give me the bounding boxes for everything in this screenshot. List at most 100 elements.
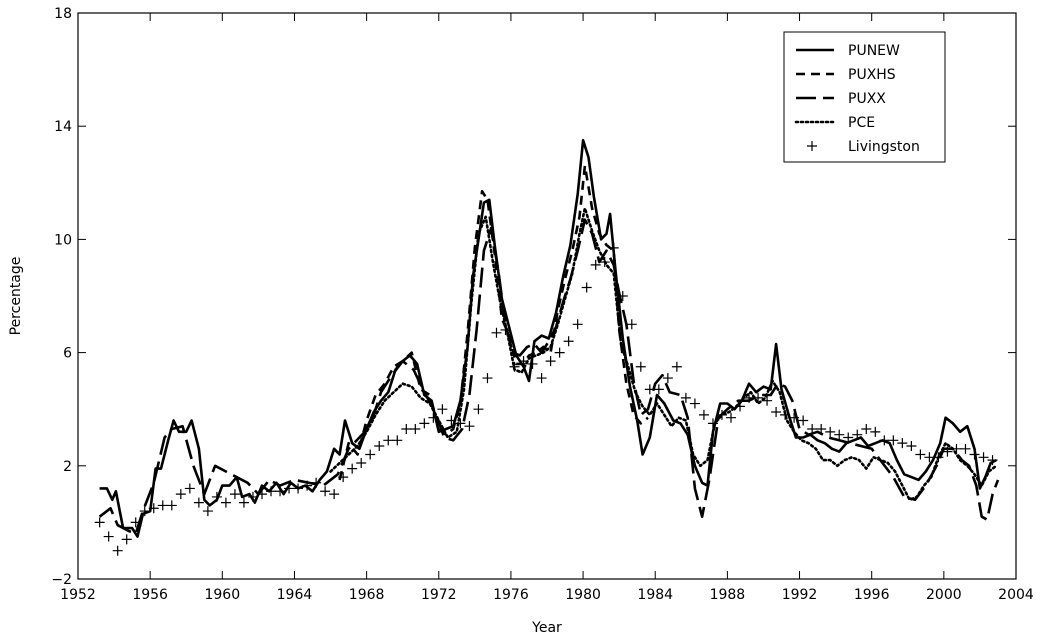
x-tick-label: 1980 — [565, 587, 601, 603]
livingston-point — [256, 489, 267, 500]
livingston-point — [148, 503, 159, 514]
legend-label-pce: PCE — [848, 115, 875, 131]
y-tick-label: −2 — [51, 572, 72, 588]
livingston-point — [707, 418, 718, 429]
legend-label-puxhs: PUXHS — [848, 67, 896, 83]
livingston-point — [671, 361, 682, 372]
livingston-point — [735, 401, 746, 412]
livingston-point — [581, 282, 592, 293]
livingston-point — [446, 415, 457, 426]
livingston-point — [644, 384, 655, 395]
livingston-point — [103, 531, 114, 542]
livingston-point — [951, 443, 962, 454]
livingston-point — [365, 449, 376, 460]
livingston-point — [139, 506, 150, 517]
livingston-point — [464, 421, 475, 432]
livingston-point — [897, 438, 908, 449]
livingston-point — [933, 452, 944, 463]
livingston-point — [320, 486, 331, 497]
legend-label-punew: PUNEW — [848, 43, 900, 59]
livingston-point — [870, 426, 881, 437]
livingston-point — [419, 418, 430, 429]
plot-frame — [77, 12, 1017, 580]
livingston-point — [473, 404, 484, 415]
livingston-point — [915, 449, 926, 460]
livingston-point — [302, 480, 313, 491]
livingston-point — [816, 424, 827, 435]
x-tick-label: 1976 — [493, 587, 529, 603]
livingston-point — [518, 356, 529, 367]
livingston-point — [94, 517, 105, 528]
livingston-point — [906, 440, 917, 451]
x-tick-label: 1968 — [349, 587, 385, 603]
livingston-point — [942, 446, 953, 457]
livingston-point — [374, 440, 385, 451]
livingston-point — [617, 291, 628, 301]
series-puxx-line — [98, 218, 1000, 535]
livingston-point — [112, 545, 123, 556]
legend: PUNEW PUXHS PUXX PCE Livingston — [783, 31, 946, 163]
livingston-point — [978, 452, 989, 463]
livingston-point — [608, 242, 619, 253]
livingston-point — [798, 415, 809, 426]
livingston-point — [392, 435, 403, 446]
livingston-point — [266, 486, 277, 497]
x-tick-label: 1992 — [782, 587, 818, 603]
livingston-point — [482, 373, 493, 384]
livingston-point — [744, 392, 755, 403]
livingston-point — [527, 358, 538, 369]
livingston-point — [383, 435, 394, 446]
livingston-point — [311, 477, 322, 488]
livingston-point — [130, 517, 141, 528]
livingston-point — [238, 497, 249, 508]
x-tick-label: 1952 — [60, 587, 96, 603]
livingston-point — [247, 491, 258, 502]
livingston-point — [825, 426, 836, 437]
livingston-point — [554, 347, 565, 358]
y-axis-ticks: −2 2 6 10 14 18 — [51, 6, 1016, 588]
livingston-point — [563, 336, 574, 347]
series-punew-line — [99, 139, 997, 538]
livingston-point — [789, 412, 800, 423]
livingston-point — [924, 452, 935, 463]
livingston-point — [166, 500, 177, 511]
livingston-point — [843, 432, 854, 443]
livingston-point — [229, 489, 240, 500]
livingston-point — [662, 373, 673, 384]
livingston-point — [193, 497, 204, 508]
livingston-point — [960, 443, 971, 454]
livingston-point — [275, 486, 286, 497]
livingston-point — [762, 395, 773, 406]
livingston-point — [626, 319, 637, 330]
livingston-point — [834, 429, 845, 440]
x-tick-label: 1984 — [637, 587, 673, 603]
livingston-point — [572, 319, 583, 330]
livingston-point — [293, 483, 304, 494]
livingston-point — [401, 424, 412, 435]
legend-label-puxx: PUXX — [848, 91, 886, 107]
livingston-point — [500, 324, 511, 335]
legend-swatch-livingston — [807, 141, 817, 151]
y-tick-label: 10 — [54, 232, 72, 248]
livingston-point — [879, 435, 890, 446]
livingston-point — [698, 409, 709, 420]
livingston-point — [780, 409, 791, 420]
livingston-point — [888, 435, 899, 446]
series-puxhs-line — [338, 164, 649, 481]
livingston-point — [347, 463, 358, 474]
livingston-point — [455, 418, 466, 429]
y-tick-label: 6 — [63, 346, 72, 362]
x-tick-label: 1988 — [710, 587, 746, 603]
series-livingston — [94, 242, 998, 556]
livingston-point — [987, 455, 998, 466]
livingston-point — [716, 409, 727, 420]
livingston-point — [753, 392, 764, 403]
livingston-point — [969, 449, 980, 460]
livingston-point — [590, 259, 601, 270]
livingston-point — [284, 483, 295, 494]
x-tick-label: 1960 — [204, 587, 240, 603]
x-tick-label: 1996 — [854, 587, 890, 603]
y-tick-label: 2 — [63, 459, 72, 475]
livingston-point — [509, 361, 520, 372]
livingston-point — [175, 489, 186, 500]
